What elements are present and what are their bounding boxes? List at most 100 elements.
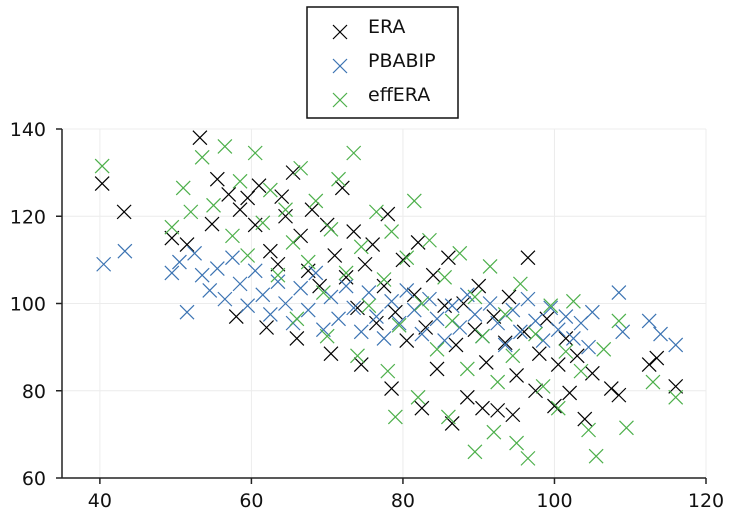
data-point — [361, 298, 377, 314]
series-effera — [94, 139, 684, 466]
data-point — [353, 239, 369, 255]
data-point — [543, 300, 559, 316]
data-point — [384, 293, 400, 309]
data-point — [391, 317, 407, 333]
data-point — [410, 389, 426, 405]
data-point — [274, 189, 290, 205]
data-point — [376, 278, 392, 294]
data-point — [505, 407, 521, 423]
data-point — [641, 313, 657, 329]
data-point — [399, 250, 415, 266]
data-point — [406, 193, 422, 209]
data-point — [187, 245, 203, 261]
data-point — [270, 274, 286, 290]
data-point — [520, 250, 536, 266]
y-tick-label: 120 — [10, 206, 46, 228]
data-point — [94, 176, 110, 191]
legend-label: effERA — [368, 84, 430, 106]
data-point — [444, 313, 460, 329]
y-tick-label: 60 — [22, 468, 46, 490]
data-point — [262, 243, 278, 259]
y-tick-label: 100 — [10, 294, 46, 316]
data-point — [482, 296, 498, 311]
legend-label: PBABIP — [368, 50, 436, 72]
data-point — [406, 302, 422, 318]
data-point — [221, 187, 237, 202]
data-point — [452, 245, 468, 261]
data-point — [611, 285, 627, 301]
data-point — [520, 450, 536, 466]
data-point — [611, 313, 627, 329]
legend-marker — [332, 58, 348, 74]
data-point — [206, 197, 221, 213]
data-point — [668, 378, 684, 394]
data-point — [247, 145, 263, 161]
data-point — [615, 324, 631, 340]
data-point — [194, 149, 210, 165]
data-point — [596, 341, 612, 357]
data-point — [334, 180, 350, 196]
data-point — [209, 261, 225, 277]
data-point — [194, 267, 210, 283]
data-point — [338, 278, 354, 294]
data-point — [422, 291, 437, 307]
data-point — [577, 411, 593, 427]
data-point — [448, 337, 464, 353]
data-point — [380, 363, 396, 379]
data-point — [247, 263, 263, 279]
data-point — [395, 252, 411, 268]
data-point — [520, 291, 536, 307]
data-point — [399, 282, 415, 298]
data-point — [293, 280, 309, 296]
data-point — [581, 422, 596, 438]
data-point — [478, 354, 494, 370]
legend-box — [306, 6, 459, 119]
data-point — [164, 230, 180, 246]
data-point — [558, 344, 574, 359]
data-point — [497, 306, 513, 322]
data-point — [179, 304, 195, 320]
axes: 40 60 80 100 120 60 80 100 120 140 — [10, 119, 724, 512]
legend-marker — [332, 92, 348, 108]
data-point — [482, 258, 498, 274]
data-point — [368, 309, 384, 325]
data-point — [368, 315, 384, 331]
data-point — [467, 289, 483, 305]
data-point — [459, 389, 475, 405]
data-point — [270, 267, 286, 283]
data-point — [278, 296, 293, 311]
data-point — [565, 293, 581, 309]
data-point — [308, 193, 324, 209]
data-point — [179, 237, 195, 253]
data-point — [429, 311, 445, 327]
data-point — [668, 337, 684, 353]
data-marks — [94, 130, 684, 466]
data-point — [300, 302, 316, 318]
data-point — [192, 130, 208, 146]
data-point — [315, 285, 331, 301]
data-point — [232, 202, 248, 218]
series-pbabip — [96, 243, 684, 355]
data-point — [391, 315, 407, 331]
data-point — [255, 287, 271, 303]
data-point — [293, 228, 309, 244]
data-point — [183, 204, 199, 220]
data-point — [217, 291, 233, 307]
data-point — [562, 385, 578, 401]
data-point — [116, 204, 132, 220]
x-tick-label: 60 — [239, 490, 263, 512]
data-point — [475, 328, 490, 344]
data-point — [437, 333, 453, 349]
series-era — [94, 130, 684, 431]
data-point — [497, 337, 513, 353]
data-point — [251, 178, 267, 194]
data-point — [278, 208, 293, 224]
data-point — [558, 330, 574, 346]
data-point — [323, 346, 339, 362]
legend-marker — [332, 24, 348, 40]
data-point — [202, 282, 218, 298]
data-point — [550, 400, 566, 416]
data-point — [543, 298, 559, 314]
data-point — [350, 348, 365, 364]
data-point — [300, 254, 316, 270]
